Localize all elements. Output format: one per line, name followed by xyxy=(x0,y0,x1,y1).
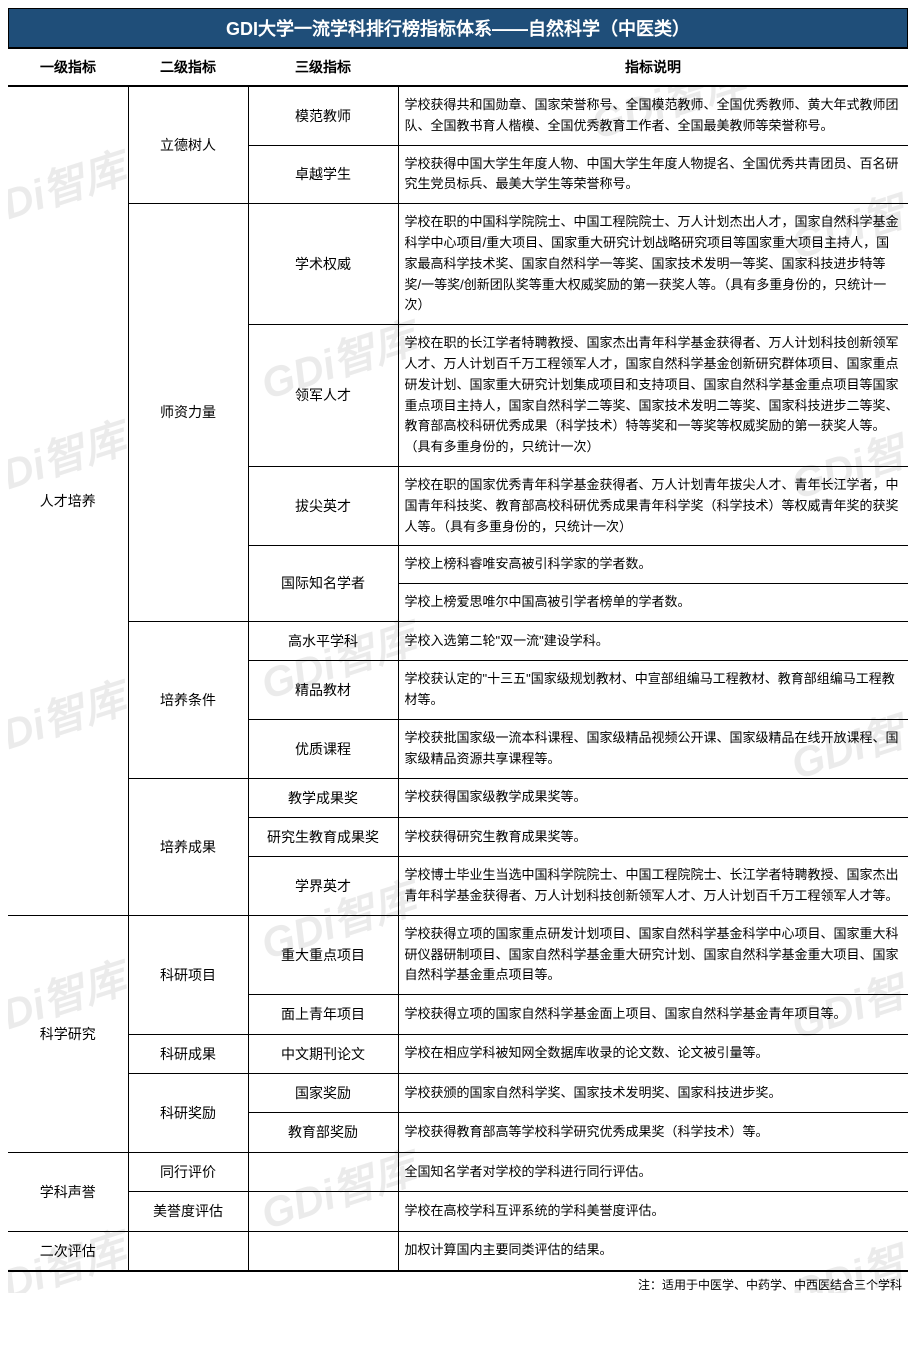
level3-cell: 教学成果奖 xyxy=(248,778,398,817)
column-header: 三级指标 xyxy=(248,48,398,86)
column-header: 二级指标 xyxy=(128,48,248,86)
level3-cell: 领军人才 xyxy=(248,325,398,467)
level2-cell: 科研奖励 xyxy=(128,1074,248,1153)
description-cell: 学校在职的中国科学院院士、中国工程院院士、万人计划杰出人才，国家自然科学基金科学… xyxy=(398,204,908,325)
level1-cell: 二次评估 xyxy=(8,1231,128,1271)
description-cell: 学校在职的长江学者特聘教授、国家杰出青年科学基金获得者、万人计划科技创新领军人才… xyxy=(398,325,908,467)
level3-cell: 精品教材 xyxy=(248,661,398,720)
indicator-table: 一级指标二级指标三级指标指标说明 人才培养立德树人模范教师学校获得共和国勋章、国… xyxy=(8,47,908,1272)
description-cell: 学校获得立项的国家自然科学基金面上项目、国家自然科学基金青年项目等。 xyxy=(398,995,908,1034)
table-title: GDI大学一流学科排行榜指标体系——自然科学（中医类） xyxy=(8,8,908,47)
level3-cell: 卓越学生 xyxy=(248,145,398,204)
level2-cell: 美誉度评估 xyxy=(128,1192,248,1231)
level2-cell: 培养条件 xyxy=(128,621,248,778)
level3-cell xyxy=(248,1231,398,1271)
page-container: GDi智库GDi智库GDi智库GDi智库GDi智库GDi智库GDi智库GDi智库… xyxy=(8,8,908,1293)
description-cell: 学校获批国家级一流本科课程、国家级精品视频公开课、国家级精品在线开放课程、国家级… xyxy=(398,719,908,778)
level3-cell: 拔尖英才 xyxy=(248,466,398,545)
table-row: 学科声誉同行评价全国知名学者对学校的学科进行同行评估。 xyxy=(8,1152,908,1191)
level3-cell: 教育部奖励 xyxy=(248,1113,398,1152)
table-header-row: 一级指标二级指标三级指标指标说明 xyxy=(8,48,908,86)
table-row: 科学研究科研项目重大重点项目学校获得立项的国家重点研发计划项目、国家自然科学基金… xyxy=(8,915,908,994)
level3-cell: 中文期刊论文 xyxy=(248,1034,398,1073)
description-cell: 学校获得教育部高等学校科学研究优秀成果奖（科学技术）等。 xyxy=(398,1113,908,1152)
level2-cell: 立德树人 xyxy=(128,86,248,204)
table-row: 人才培养立德树人模范教师学校获得共和国勋章、国家荣誉称号、全国模范教师、全国优秀… xyxy=(8,86,908,145)
table-row: 二次评估 加权计算国内主要同类评估的结果。 xyxy=(8,1231,908,1271)
level3-cell: 优质课程 xyxy=(248,719,398,778)
level3-cell: 研究生教育成果奖 xyxy=(248,817,398,856)
table-row: 科研奖励国家奖励学校获颁的国家自然科学奖、国家技术发明奖、国家科技进步奖。 xyxy=(8,1074,908,1113)
level3-cell xyxy=(248,1192,398,1231)
description-cell: 学校获颁的国家自然科学奖、国家技术发明奖、国家科技进步奖。 xyxy=(398,1074,908,1113)
level2-cell: 同行评价 xyxy=(128,1152,248,1191)
description-cell: 学校获得共和国勋章、国家荣誉称号、全国模范教师、全国优秀教师、黄大年式教师团队、… xyxy=(398,86,908,145)
description-cell: 学校获认定的"十三五"国家级规划教材、中宣部组编马工程教材、教育部组编马工程教材… xyxy=(398,661,908,720)
level3-cell: 学界英才 xyxy=(248,857,398,916)
description-cell: 学校上榜爱思唯尔中国高被引学者榜单的学者数。 xyxy=(398,584,908,622)
description-cell: 全国知名学者对学校的学科进行同行评估。 xyxy=(398,1152,908,1191)
level2-cell: 师资力量 xyxy=(128,204,248,622)
level3-cell: 学术权威 xyxy=(248,204,398,325)
table-row: 培养条件高水平学科学校入选第二轮"双一流"建设学科。 xyxy=(8,621,908,660)
column-header: 一级指标 xyxy=(8,48,128,86)
description-cell: 学校获得中国大学生年度人物、中国大学生年度人物提名、全国优秀共青团员、百名研究生… xyxy=(398,145,908,204)
level2-cell: 科研项目 xyxy=(128,915,248,1034)
description-cell: 学校在职的国家优秀青年科学基金获得者、万人计划青年拔尖人才、青年长江学者，中国青… xyxy=(398,466,908,545)
description-cell: 学校在相应学科被知网全数据库收录的论文数、论文被引量等。 xyxy=(398,1034,908,1073)
table-row: 培养成果教学成果奖学校获得国家级教学成果奖等。 xyxy=(8,778,908,817)
description-cell: 学校获得研究生教育成果奖等。 xyxy=(398,817,908,856)
table-footnote: 注：适用于中医学、中药学、中西医结合三个学科 xyxy=(8,1272,908,1293)
level3-cell: 高水平学科 xyxy=(248,621,398,660)
description-cell: 学校获得立项的国家重点研发计划项目、国家自然科学基金科学中心项目、国家重大科研仪… xyxy=(398,915,908,994)
level1-cell: 科学研究 xyxy=(8,915,128,1152)
table-row: 美誉度评估 学校在高校学科互评系统的学科美誉度评估。 xyxy=(8,1192,908,1231)
level1-cell: 人才培养 xyxy=(8,86,128,915)
table-row: 师资力量学术权威学校在职的中国科学院院士、中国工程院院士、万人计划杰出人才，国家… xyxy=(8,204,908,325)
level3-cell xyxy=(248,1152,398,1191)
level3-cell: 模范教师 xyxy=(248,86,398,145)
level3-cell: 面上青年项目 xyxy=(248,995,398,1034)
description-cell: 学校博士毕业生当选中国科学院院士、中国工程院院士、长江学者特聘教授、国家杰出青年… xyxy=(398,857,908,916)
description-cell: 加权计算国内主要同类评估的结果。 xyxy=(398,1231,908,1271)
level3-cell: 国家奖励 xyxy=(248,1074,398,1113)
level2-cell: 科研成果 xyxy=(128,1034,248,1073)
description-cell: 学校在高校学科互评系统的学科美誉度评估。 xyxy=(398,1192,908,1231)
level2-cell: 培养成果 xyxy=(128,778,248,915)
table-row: 科研成果中文期刊论文学校在相应学科被知网全数据库收录的论文数、论文被引量等。 xyxy=(8,1034,908,1073)
level3-cell: 重大重点项目 xyxy=(248,915,398,994)
description-cell: 学校入选第二轮"双一流"建设学科。 xyxy=(398,621,908,660)
level2-cell xyxy=(128,1231,248,1271)
level3-cell: 国际知名学者 xyxy=(248,546,398,622)
description-cell: 学校上榜科睿唯安高被引科学家的学者数。 xyxy=(398,546,908,584)
column-header: 指标说明 xyxy=(398,48,908,86)
table-body: 人才培养立德树人模范教师学校获得共和国勋章、国家荣誉称号、全国模范教师、全国优秀… xyxy=(8,86,908,1271)
description-cell: 学校获得国家级教学成果奖等。 xyxy=(398,778,908,817)
level1-cell: 学科声誉 xyxy=(8,1152,128,1231)
